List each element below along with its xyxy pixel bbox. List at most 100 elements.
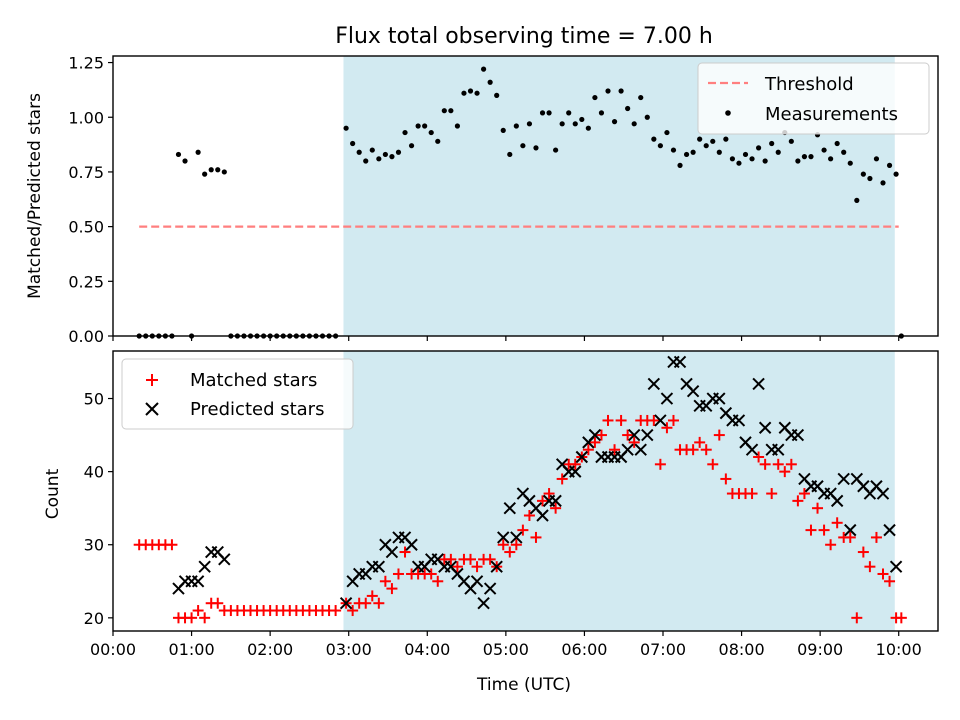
measurement-point: [507, 151, 513, 158]
chart-title: Flux total observing time = 7.00 h: [335, 24, 713, 49]
measurement-point: [195, 149, 201, 155]
x-axis-label: Time (UTC): [476, 675, 571, 695]
y-tick-label: 0.25: [68, 272, 104, 291]
measurement-point: [559, 121, 565, 127]
x-tick-label: 10:00: [876, 640, 922, 659]
predicted-star-point: [889, 560, 903, 573]
measurement-point: [533, 145, 539, 151]
matched-star-point: [550, 502, 562, 514]
legend-predicted-swatch: [145, 402, 159, 416]
measurement-point: [873, 156, 880, 162]
measurement-point: [182, 158, 188, 164]
measurement-point: [801, 154, 808, 160]
measurement-point: [638, 94, 644, 101]
matched-star-point: [166, 539, 178, 551]
matched-star-point: [661, 422, 673, 434]
measurement-point: [795, 158, 801, 164]
measurement-point: [841, 149, 847, 155]
matched-star-point: [870, 531, 882, 543]
matched-star-point: [379, 575, 391, 587]
matched-star-point: [825, 539, 837, 551]
measurement-point: [376, 156, 382, 162]
measurement-point: [422, 123, 428, 129]
matched-star-point: [199, 612, 211, 624]
y-tick-label: 40: [84, 463, 104, 482]
matched-star-point: [609, 444, 621, 456]
predicted-star-point: [654, 414, 667, 427]
measurement-point: [828, 156, 834, 162]
predicted-star-point: [791, 428, 805, 442]
predicted-star-point: [588, 428, 602, 442]
x-tick-label: 01:00: [169, 640, 215, 659]
matched-star-point: [192, 605, 204, 617]
predicted-star-point: [641, 428, 654, 442]
y-tick-label: 1.25: [68, 54, 104, 73]
matched-star-point: [753, 451, 765, 463]
matched-star-point: [330, 605, 342, 617]
measurement-point: [755, 145, 762, 151]
measurement-point: [572, 121, 578, 127]
measurement-point: [710, 138, 716, 144]
measurement-point: [546, 110, 552, 116]
x-tick-label: 09:00: [797, 640, 843, 659]
measurement-point: [644, 114, 650, 120]
x-tick-label: 03:00: [326, 640, 372, 659]
predicted-star-point: [883, 523, 896, 537]
matched-star-point: [615, 414, 627, 426]
legend-measurements-label: Measurements: [765, 104, 898, 125]
matched-star-point: [537, 495, 549, 507]
matched-star-point: [399, 546, 411, 558]
matched-star-point: [700, 444, 712, 456]
measurement-point: [415, 123, 421, 129]
matched-star-point: [602, 414, 614, 426]
y-tick-label: 1.00: [68, 108, 104, 127]
measurement-point: [175, 151, 182, 158]
matched-star-point: [392, 568, 404, 580]
matched-star-point: [425, 568, 437, 580]
matched-star-point: [694, 436, 706, 448]
predicted-star-point: [198, 560, 211, 573]
legend-matched-swatch: [146, 374, 158, 386]
predicted-star-point: [647, 377, 661, 391]
measurement-point: [221, 169, 227, 175]
predicted-star-point: [660, 392, 674, 405]
matched-star-point: [713, 429, 725, 441]
measurement-point: [526, 121, 533, 127]
matched-star-point: [648, 414, 660, 426]
measurement-point: [677, 162, 683, 168]
matched-star-point: [386, 583, 398, 595]
matched-star-point: [766, 488, 778, 500]
matched-star-point: [517, 524, 529, 536]
matched-star-point: [432, 575, 444, 587]
legend-measurements-swatch: [725, 110, 731, 116]
matched-star-point: [895, 612, 907, 624]
matched-star-point: [851, 612, 863, 624]
measurement-point: [520, 143, 526, 149]
measurement-point: [703, 143, 709, 149]
matched-star-point: [530, 531, 542, 543]
predicted-star-point: [483, 582, 497, 595]
legend-threshold-label: Threshold: [764, 74, 854, 95]
measurement-point: [579, 116, 585, 123]
measurement-point: [215, 167, 221, 173]
matched-star-point: [812, 502, 824, 514]
matched-star-point: [785, 458, 797, 470]
predicted-star-point: [876, 487, 890, 500]
predicted-star-point: [218, 553, 231, 566]
matched-star-point: [556, 473, 568, 485]
count-plot-frame: [112, 350, 939, 632]
matched-star-point: [465, 553, 476, 565]
measurement-point: [467, 88, 474, 94]
measurement-point: [454, 123, 461, 129]
ratio-legend: Threshold Measurements: [697, 62, 930, 135]
matched-star-point: [654, 458, 666, 470]
predicted-star-point: [758, 421, 772, 434]
matched-star-point: [582, 444, 594, 456]
matched-star-point: [451, 561, 463, 573]
predicted-star-point: [339, 597, 353, 610]
matched-star-point: [445, 553, 457, 565]
matched-star-point: [366, 590, 378, 602]
y-tick-label: 30: [84, 536, 104, 555]
measurement-point: [854, 197, 860, 203]
